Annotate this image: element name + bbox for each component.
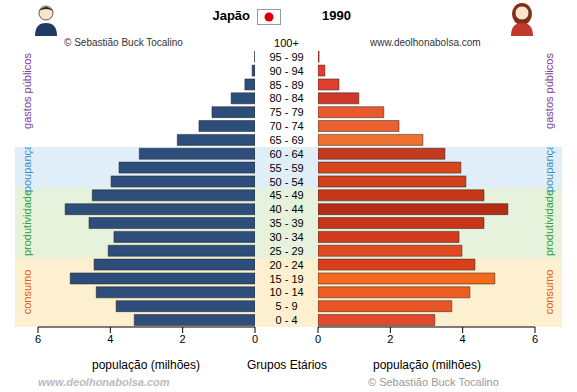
svg-text:0: 0 xyxy=(315,333,321,345)
svg-text:4: 4 xyxy=(107,333,113,345)
svg-text:45 - 49: 45 - 49 xyxy=(269,189,303,201)
svg-text:75 - 79: 75 - 79 xyxy=(269,106,303,118)
svg-text:6: 6 xyxy=(35,333,41,345)
html-text:gastos públicos: gastos públicos xyxy=(21,53,33,130)
svg-text:4: 4 xyxy=(460,333,466,345)
svg-text:0: 0 xyxy=(252,333,258,345)
html-text:1990: 1990 xyxy=(322,8,351,23)
html-text:© Sebastião Buck Tocalino: © Sebastião Buck Tocalino xyxy=(368,376,499,388)
svg-text:15 - 19: 15 - 19 xyxy=(269,273,303,285)
svg-text:2: 2 xyxy=(180,333,186,345)
svg-text:25 - 29: 25 - 29 xyxy=(269,245,303,257)
html-text:produtividade: produtividade xyxy=(21,190,33,257)
svg-text:20 - 24: 20 - 24 xyxy=(269,259,303,271)
svg-text:85 - 89: 85 - 89 xyxy=(269,79,303,91)
svg-text:40 - 44: 40 - 44 xyxy=(269,203,303,215)
svg-text:30 - 34: 30 - 34 xyxy=(269,231,303,243)
svg-text:70 - 74: 70 - 74 xyxy=(269,120,303,132)
svg-text:90 - 94: 90 - 94 xyxy=(269,65,303,77)
svg-text:35 - 39: 35 - 39 xyxy=(269,217,303,229)
html-text:produtividade: produtividade xyxy=(543,190,555,257)
html-text:Japão: Japão xyxy=(212,8,250,23)
svg-text:50 - 54: 50 - 54 xyxy=(269,176,303,188)
svg-text:95 - 99: 95 - 99 xyxy=(269,51,303,63)
html-text:www.deolhonabolsa.com: www.deolhonabolsa.com xyxy=(38,376,170,388)
html-text:Grupos Etários: Grupos Etários xyxy=(247,358,327,372)
svg-text:5 - 9: 5 - 9 xyxy=(275,300,297,312)
svg-text:0 - 4: 0 - 4 xyxy=(275,314,297,326)
html-text:© Sebastião Buck Tocalino: © Sebastião Buck Tocalino xyxy=(64,37,183,48)
html-text:poupança: poupança xyxy=(21,143,33,192)
html-text:população (milhões): população (milhões) xyxy=(92,358,200,372)
html-text:consumo: consumo xyxy=(543,270,555,315)
svg-text:60 - 64: 60 - 64 xyxy=(269,148,303,160)
svg-text:100+: 100+ xyxy=(274,37,299,49)
svg-text:55 - 59: 55 - 59 xyxy=(269,162,303,174)
svg-text:10 - 14: 10 - 14 xyxy=(269,286,303,298)
html-text:poupança: poupança xyxy=(543,143,555,192)
html-text:www.deolhonabolsa.com: www.deolhonabolsa.com xyxy=(370,37,481,48)
html-text:população (milhões): população (milhões) xyxy=(373,358,481,372)
html-text:gastos públicos: gastos públicos xyxy=(543,53,555,130)
svg-text:2: 2 xyxy=(387,333,393,345)
svg-text:6: 6 xyxy=(532,333,538,345)
html-text:consumo: consumo xyxy=(21,270,33,315)
svg-text:80 - 84: 80 - 84 xyxy=(269,92,303,104)
svg-text:65 - 69: 65 - 69 xyxy=(269,134,303,146)
